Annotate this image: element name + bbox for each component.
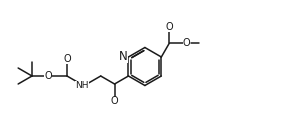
Text: O: O (63, 54, 71, 64)
Text: O: O (182, 38, 190, 48)
Text: O: O (166, 22, 173, 32)
Text: NH: NH (75, 81, 89, 89)
Text: O: O (111, 96, 118, 106)
Text: N: N (119, 49, 128, 62)
Text: O: O (44, 71, 52, 81)
